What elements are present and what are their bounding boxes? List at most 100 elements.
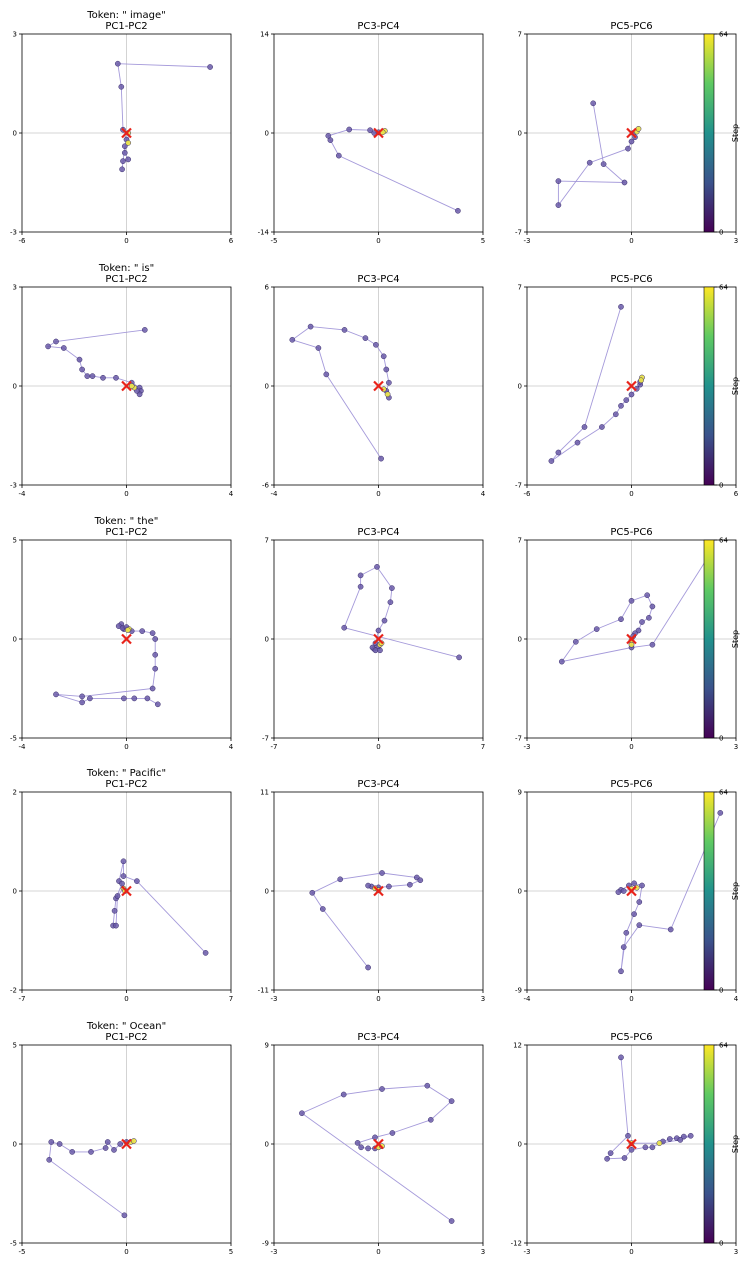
panel-title: PC5-PC6: [610, 1032, 652, 1043]
trajectory-point: [448, 1098, 455, 1104]
x-tick-label: -4: [19, 490, 27, 498]
y-tick-label: 0: [265, 636, 269, 644]
y-tick-label: 5: [13, 1042, 17, 1050]
trajectory-point: [104, 1139, 111, 1145]
x-tick-label: 6: [734, 490, 739, 498]
trajectory-point: [555, 202, 562, 208]
x-tick-label: 3: [481, 1248, 485, 1256]
x-tick-label: 4: [229, 743, 234, 751]
trajectory-point: [680, 1133, 687, 1140]
colorbar-tick-label: 0: [719, 987, 723, 995]
x-tick-label: -3: [271, 995, 278, 1003]
x-tick-label: 0: [376, 237, 380, 245]
trajectory-point: [618, 402, 624, 409]
trajectory-point: [717, 810, 724, 816]
colorbar: 64 0 Step: [703, 31, 740, 237]
trajectory-point: [111, 1147, 117, 1153]
trajectory-point: [128, 383, 135, 389]
trajectory-point: [590, 100, 597, 107]
trajectory-point: [572, 638, 579, 645]
y-tick-label: 0: [13, 636, 17, 644]
x-tick-label: 4: [734, 995, 739, 1003]
trajectory-point: [79, 693, 85, 700]
trajectory-point: [134, 878, 140, 884]
trajectory-point: [362, 335, 369, 341]
trajectory-point: [386, 883, 392, 890]
x-tick-label: 4: [229, 490, 234, 498]
colorbar-gradient: [703, 791, 715, 991]
origin-marker: [626, 380, 637, 392]
token-title: Token: " the": [94, 516, 159, 527]
x-tick-label: 4: [481, 490, 486, 498]
trajectory-point: [120, 158, 126, 164]
trajectory-point: [154, 701, 161, 708]
y-tick-label: 0: [518, 383, 522, 391]
x-tick-label: -4: [19, 743, 27, 751]
trajectory-point: [79, 366, 85, 373]
y-tick-label: 0: [518, 888, 522, 896]
y-tick-label: -11: [258, 987, 269, 995]
trajectory-point: [558, 658, 565, 665]
trajectory-point: [53, 338, 59, 345]
x-tick-label: 0: [629, 490, 633, 498]
colorbar-tick-label: 64: [719, 1042, 728, 1050]
origin-marker: [626, 633, 637, 645]
trajectory-point: [84, 373, 91, 379]
chart-panel: -4 0 4 5 0 -5 Token: " the"PC1-PC2: [10, 516, 234, 751]
x-tick-label: -3: [524, 237, 531, 245]
colorbar-label: Step: [731, 630, 740, 648]
trajectory-point: [152, 651, 159, 658]
trajectory-point: [325, 132, 332, 139]
trajectory-point: [389, 1130, 396, 1136]
token-title: Token: " Ocean": [86, 1021, 166, 1032]
y-tick-label: 0: [13, 888, 17, 896]
x-tick-label: -6: [19, 237, 27, 245]
chart-panel: -4 0 4 6 0 -6 PC3-PC4: [262, 274, 486, 498]
trajectory-point: [448, 1218, 455, 1224]
trajectory-point: [323, 371, 330, 378]
y-tick-label: 7: [265, 537, 269, 545]
panel-title: PC1-PC2: [105, 527, 147, 538]
trajectory-point: [111, 907, 118, 914]
x-tick-label: -7: [19, 995, 26, 1003]
trajectory-point: [365, 882, 371, 889]
token-title: Token: " is": [98, 263, 154, 274]
trajectory-point: [620, 888, 627, 894]
panel-title: PC3-PC4: [357, 21, 399, 32]
x-tick-label: -4: [271, 490, 279, 498]
origin-marker: [626, 1138, 637, 1150]
trajectory-point: [667, 926, 674, 933]
origin-marker: [626, 885, 637, 897]
trajectory-point: [600, 161, 607, 167]
trajectory-point: [299, 1110, 305, 1117]
trajectory-point: [125, 156, 132, 163]
y-tick-label: -6: [262, 482, 270, 490]
trajectory-point: [386, 379, 392, 386]
trajectory-point: [628, 641, 635, 648]
y-tick-label: 0: [518, 130, 522, 138]
trajectory-point: [381, 617, 388, 624]
x-tick-label: 0: [629, 995, 633, 1003]
trajectory-point: [88, 1149, 94, 1155]
x-tick-label: 0: [376, 995, 380, 1003]
y-tick-label: 5: [13, 537, 17, 545]
origin-marker: [121, 127, 132, 139]
trajectory-point: [427, 1116, 434, 1123]
x-tick-label: 3: [734, 237, 738, 245]
x-tick-label: 3: [734, 743, 738, 751]
colorbar: 64 0 Step: [703, 789, 740, 995]
trajectory-point: [56, 1141, 63, 1147]
y-tick-label: 6: [265, 284, 270, 292]
trajectory-point: [380, 353, 387, 360]
trajectory-point: [581, 424, 588, 430]
trajectory-point: [612, 411, 619, 418]
y-tick-label: 9: [518, 789, 522, 797]
trajectory-point: [118, 83, 125, 90]
y-tick-label: -7: [515, 735, 522, 743]
trajectory-point: [100, 374, 106, 381]
trajectory-point: [119, 880, 125, 887]
colorbar-label: Step: [731, 1135, 740, 1153]
token-title: Token: " Pacific": [86, 768, 166, 779]
